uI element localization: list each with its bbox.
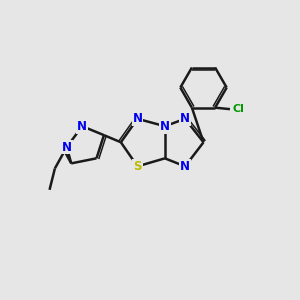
Text: N: N	[133, 112, 142, 125]
Text: N: N	[77, 120, 87, 133]
Text: N: N	[160, 120, 170, 133]
Text: S: S	[133, 160, 142, 173]
Text: N: N	[62, 140, 72, 154]
Text: N: N	[180, 112, 190, 125]
Text: Cl: Cl	[232, 104, 244, 114]
Text: N: N	[180, 160, 190, 173]
